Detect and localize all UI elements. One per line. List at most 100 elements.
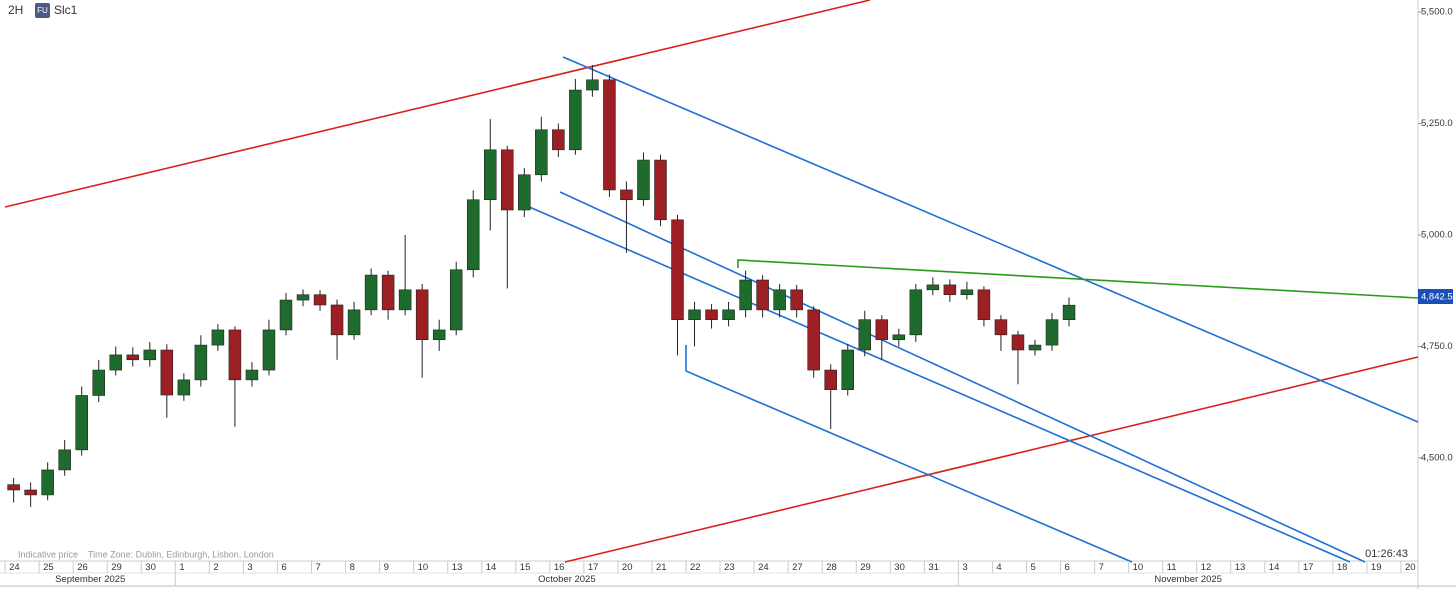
y-tick-label: 5,250.0 [1421, 118, 1453, 129]
x-tick-label: 25 [43, 562, 54, 573]
x-tick-label: 11 [1167, 562, 1177, 573]
candle-body [620, 189, 633, 201]
candle-body [211, 329, 225, 346]
green-trend-line [737, 259, 1419, 299]
candle-body [1011, 334, 1025, 351]
candle-body [824, 369, 837, 390]
candle-body [926, 284, 940, 291]
x-tick-label: 29 [111, 562, 122, 573]
x-tick-label: 15 [520, 562, 531, 573]
countdown: 01:26:43 [1365, 548, 1408, 560]
y-tick-label: 5,000.0 [1421, 229, 1453, 240]
x-tick-label: 13 [452, 562, 463, 573]
x-tick-label: 24 [9, 562, 20, 573]
x-tick-label: 27 [792, 562, 803, 573]
candle-body [552, 129, 565, 151]
x-tick-label: 14 [1269, 562, 1280, 573]
red-trend-line [4, 0, 871, 208]
candle-body [535, 129, 548, 176]
y-tick-label: 4,500.0 [1421, 452, 1453, 463]
x-tick-label: 30 [894, 562, 905, 573]
candle-body [109, 354, 123, 371]
candle-body [739, 279, 752, 311]
candle-body [228, 329, 242, 381]
candle-body [245, 369, 259, 381]
x-tick-label: 7 [1099, 562, 1104, 573]
month-label: October 2025 [538, 574, 596, 585]
candle-body [637, 159, 650, 201]
blue-channel-line [526, 205, 1351, 563]
blue-channel-line [559, 191, 1366, 563]
candle-body [7, 484, 20, 491]
x-tick-label: 20 [1405, 562, 1416, 573]
candle-body [807, 309, 820, 371]
x-tick-label: 9 [384, 562, 389, 573]
x-tick-label: 6 [281, 562, 286, 573]
red-trend-line [564, 356, 1419, 563]
candle-body [415, 289, 429, 341]
candle-body [398, 289, 412, 311]
candle-body [705, 309, 718, 320]
x-tick-label: 6 [1065, 562, 1070, 573]
blue-channel-line [562, 56, 1419, 423]
candle-body [501, 149, 514, 211]
x-tick-label: 18 [1337, 562, 1348, 573]
last-price-box [1418, 289, 1453, 304]
candle-body [194, 344, 208, 381]
x-tick-label: 24 [758, 562, 769, 573]
candle-body [892, 334, 906, 341]
x-tick-label: 20 [622, 562, 633, 573]
candle-body [381, 274, 395, 311]
x-tick-label: 12 [1201, 562, 1212, 573]
candle-body [841, 349, 854, 390]
candle-body [58, 449, 71, 471]
candle-body [960, 289, 974, 296]
candle-body [279, 299, 293, 331]
candle-body [756, 279, 769, 311]
candle-body [313, 294, 327, 306]
x-tick-label: 17 [588, 562, 599, 573]
candle-body [126, 354, 140, 361]
x-tick-label: 28 [826, 562, 837, 573]
drawings [4, 0, 1419, 563]
candle-body [671, 219, 684, 320]
candle-body [41, 469, 54, 496]
candle-body [977, 289, 991, 320]
candle-body [330, 304, 344, 336]
candle-body [1062, 304, 1076, 320]
x-tick-label: 14 [486, 562, 497, 573]
candle-body [160, 349, 174, 396]
candle-body [569, 89, 582, 151]
candle-body [24, 489, 37, 496]
candle-body [92, 369, 105, 396]
last-price: 4,842.5 [1421, 292, 1453, 303]
candle-body [177, 379, 191, 396]
candle-body [347, 309, 361, 336]
candle-body [688, 309, 701, 320]
candle-body [722, 309, 735, 320]
candle-body [364, 274, 378, 311]
x-tick-label: 4 [996, 562, 1001, 573]
candle-body [449, 269, 463, 331]
candle-body [1045, 319, 1059, 346]
x-tick-label: 17 [1303, 562, 1314, 573]
candle-body [466, 199, 480, 271]
x-tick-label: 22 [690, 562, 701, 573]
x-tick-label: 30 [145, 562, 156, 573]
x-tick-label: 29 [860, 562, 871, 573]
candle-body [296, 294, 310, 301]
candle-body [875, 319, 889, 341]
x-tick-label: 19 [1371, 562, 1382, 573]
x-tick-label: 1 [179, 562, 184, 573]
candle-body [773, 289, 786, 311]
month-label: November 2025 [1154, 574, 1222, 585]
candle-body [483, 149, 497, 201]
x-tick-label: 2 [213, 562, 218, 573]
candle-body [586, 79, 599, 91]
x-tick-label: 16 [554, 562, 565, 573]
x-tick-label: 8 [350, 562, 355, 573]
candle-body [943, 284, 957, 296]
